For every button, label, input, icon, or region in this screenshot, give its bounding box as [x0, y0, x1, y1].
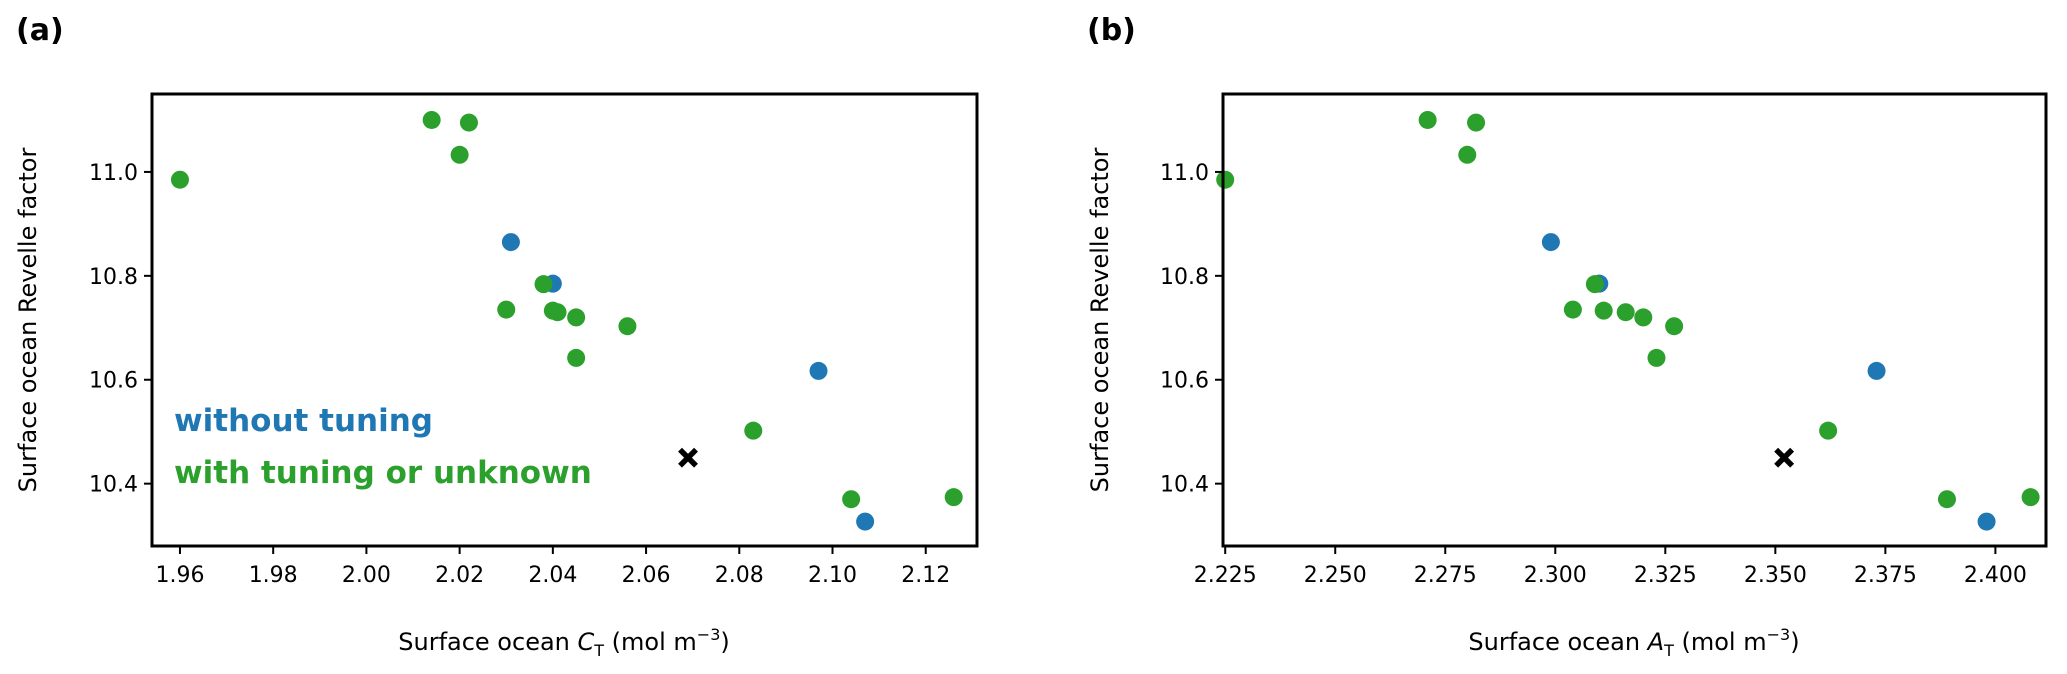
y-tick-label: 10.6: [89, 369, 138, 394]
x-tick-label: 2.300: [1524, 563, 1587, 588]
panel-b: (b) 2.225 2.250 2.275 2.300 2.325 2.350 2.375 2…: [1086, 13, 2048, 660]
data-point: [497, 300, 516, 319]
data-point: [809, 361, 828, 380]
data-point: [501, 233, 520, 252]
data-point: [944, 488, 963, 507]
x-tick-label: 2.400: [1964, 563, 2027, 588]
data-point: [1937, 490, 1956, 509]
y-axis-label: Surface ocean Revelle factor: [1086, 148, 1114, 493]
x-tick-label: 2.08: [715, 563, 764, 588]
x-tick-label: 2.350: [1744, 563, 1807, 588]
x-tick-label: 2.06: [622, 563, 671, 588]
x-tick-label: 2.00: [342, 563, 391, 588]
legend-item-with-tuning: with tuning or unknown: [174, 455, 592, 491]
data-point: [1563, 300, 1582, 319]
plot-frame: [1221, 92, 2048, 548]
data-point: [450, 145, 469, 164]
y-tick-label: 11.0: [89, 161, 138, 186]
y-axis-ticks: 10.4 10.6 10.8 11.0: [89, 161, 152, 498]
data-point: [1585, 275, 1604, 294]
data-point: [1819, 421, 1838, 440]
x-tick-label: 2.10: [808, 563, 857, 588]
y-tick-label: 10.8: [89, 265, 138, 290]
y-tick-label: 10.4: [89, 473, 138, 498]
panel-label: (b): [1087, 13, 1136, 48]
data-point: [618, 317, 637, 336]
data-point: [1634, 308, 1653, 327]
x-tick-label: 2.04: [528, 563, 577, 588]
data-point: [1665, 317, 1684, 336]
data-point: [744, 421, 763, 440]
data-point: [1467, 113, 1486, 132]
data-point: [1418, 110, 1437, 129]
data-point: [170, 170, 189, 189]
y-tick-label: 10.8: [1160, 265, 1209, 290]
reference-marker: [678, 447, 698, 468]
data-point: [1647, 348, 1666, 367]
data-point: [534, 275, 553, 294]
data-point: [1977, 512, 1996, 531]
data-point: [2021, 488, 2040, 507]
y-tick-label: 10.6: [1160, 369, 1209, 394]
panel-a: (a) 1.96 1.98 2.00 2.02 2.04 2.06 2.08 2.10 2.12…: [14, 13, 979, 660]
x-axis-ticks: 2.225 2.250 2.275 2.300 2.325 2.350 2.375 2.400: [1194, 546, 2027, 588]
x-tick-label: 2.02: [435, 563, 484, 588]
panel-label: (a): [16, 13, 64, 48]
x-tick-label: 2.325: [1634, 563, 1697, 588]
data-point: [856, 512, 875, 531]
y-axis-label: Surface ocean Revelle factor: [14, 148, 42, 493]
x-tick-label: 2.275: [1414, 563, 1477, 588]
y-tick-label: 10.4: [1160, 473, 1209, 498]
y-tick-label: 11.0: [1160, 161, 1209, 186]
x-tick-label: 1.96: [155, 563, 204, 588]
data-point: [1216, 170, 1235, 189]
data-point: [459, 113, 478, 132]
data-point: [567, 308, 586, 327]
x-tick-label: 1.98: [249, 563, 298, 588]
points-layer: [1216, 110, 2040, 531]
data-point: [1616, 303, 1635, 322]
x-axis-label: Surface ocean AT (mol m−3): [1468, 625, 1799, 660]
x-tick-label: 2.375: [1854, 563, 1917, 588]
data-point: [1541, 233, 1560, 252]
x-axis-label: Surface ocean CT (mol m−3): [398, 625, 730, 660]
data-point: [422, 110, 441, 129]
x-tick-label: 2.225: [1194, 563, 1257, 588]
x-axis-ticks: 1.96 1.98 2.00 2.02 2.04 2.06 2.08 2.10 2.12: [155, 546, 950, 588]
x-tick-label: 2.250: [1304, 563, 1367, 588]
y-axis-ticks: 10.4 10.6 10.8 11.0: [1160, 161, 1223, 498]
data-point: [548, 303, 567, 322]
reference-marker: [1774, 447, 1795, 468]
x-tick-label: 2.12: [901, 563, 950, 588]
data-point: [842, 490, 861, 509]
data-point: [1594, 301, 1613, 320]
data-point: [567, 348, 586, 367]
data-point: [1458, 145, 1477, 164]
legend-item-without-tuning: without tuning: [174, 403, 433, 439]
data-point: [1867, 361, 1886, 380]
plot-frame: [150, 92, 979, 548]
points-layer: [170, 110, 963, 531]
